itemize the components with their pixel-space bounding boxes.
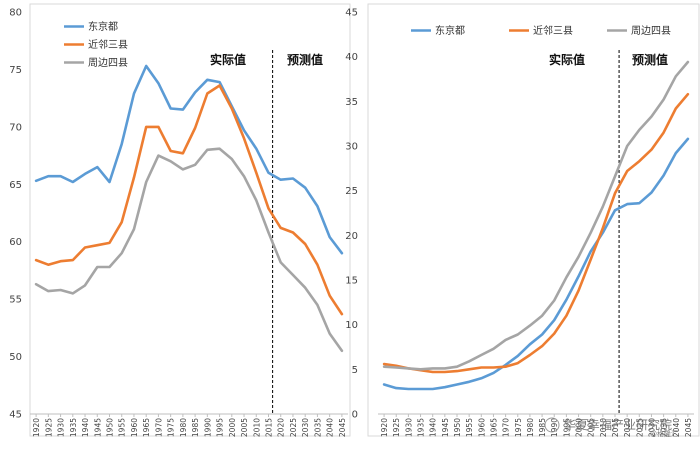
x-tick-label: 1960 [130,418,139,437]
x-tick-label: 2020 [623,418,632,437]
x-tick-label: 1920 [32,418,41,437]
y-tick-label: 0 [352,410,358,421]
y-tick-label: 5 [352,365,358,376]
x-tick-label: 2005 [587,418,596,437]
x-tick-label: 1970 [502,418,511,437]
x-tick-label: 2000 [575,418,584,437]
x-tick-label: 1975 [167,418,176,437]
x-tick-label: 1925 [392,418,401,437]
x-tick-label: 1955 [465,418,474,437]
x-tick-label: 2005 [240,418,249,437]
x-tick-label: 2045 [338,418,347,437]
x-tick-label: 2040 [326,418,335,437]
series-line-3 [34,147,344,353]
series-line-3 [382,60,690,371]
legend-label-3: 周边四县 [88,57,128,69]
x-tick-label: 1990 [550,418,559,437]
x-tick-label: 2020 [277,418,286,437]
watermark-text: 华夏幸福产业研究院 [564,417,672,432]
legend-label-3: 周边四县 [631,25,671,37]
wechat-icon [544,417,560,433]
x-tick-label: 2040 [672,418,681,437]
x-tick-label: 2035 [660,418,669,437]
series-line-1 [382,137,690,391]
x-tick-label: 1995 [216,418,225,437]
x-tick-label: 1940 [429,418,438,437]
x-tick-label: 2000 [228,418,237,437]
y-tick-label: 20 [345,231,358,242]
x-tick-label: 1940 [81,418,90,437]
x-tick-label: 2030 [301,418,310,437]
x-tick-label: 1980 [526,418,535,437]
x-tick-label: 1965 [142,418,151,437]
actual-label: 实际值 [549,52,585,67]
legend-label-2: 近邻三县 [88,38,128,51]
x-tick-label: 2010 [599,418,608,437]
y-tick-label: 75 [9,65,22,76]
chart-1: 45 50 55 60 65 70 75 80 1920 1925 1930 1935 1940 1945… [9,3,351,437]
x-tick-label: 2010 [252,418,261,437]
x-tick-label: 2025 [289,418,298,437]
y-tick-label: 45 [345,8,358,19]
x-tick-label: 1925 [44,418,53,437]
x-tick-label: 2035 [313,418,322,437]
x-tick-label: 1975 [514,418,523,437]
x-tick-label: 1995 [562,418,571,437]
actual-label: 实际值 [210,52,246,67]
x-tick-label: 1930 [57,418,66,437]
y-tick-label: 30 [345,142,358,153]
x-tick-label: 1960 [477,418,486,437]
legend-label-2: 近邻三县 [533,24,573,37]
y-tick-label: 55 [9,295,22,306]
x-tick-label: 1970 [154,418,163,437]
x-tick-label: 1945 [93,418,102,437]
x-tick-label: 1935 [417,418,426,437]
y-tick-label: 40 [345,52,358,63]
plot-frame [29,3,351,437]
series-line-2 [382,92,690,374]
series-line-2 [34,84,344,316]
y-tick-label: 35 [345,97,358,108]
y-tick-label: 50 [9,352,22,363]
x-tick-label: 1920 [380,418,389,437]
legend-label-1: 东京都 [435,24,465,37]
y-tick-label: 25 [345,186,358,197]
x-tick-label: 2030 [647,418,656,437]
plot-frame [367,3,700,437]
y-tick-label: 60 [9,237,22,248]
x-tick-label: 1990 [203,418,212,437]
x-tick-label: 2025 [635,418,644,437]
x-tick-label: 1950 [453,418,462,437]
x-tick-label: 2045 [684,418,693,437]
x-tick-label: 1945 [441,418,450,437]
x-tick-label: 1985 [191,418,200,437]
watermark-sub: @格隆汇 [650,429,678,438]
x-tick-label: 1980 [179,418,188,437]
x-tick-label: 1985 [538,418,547,437]
y-tick-label: 70 [9,122,22,133]
x-tick-label: 1955 [118,418,127,437]
series-line-1 [34,64,344,255]
y-tick-label: 80 [9,8,22,19]
x-tick-label: 1965 [489,418,498,437]
y-tick-label: 10 [345,320,358,331]
x-tick-label: 1950 [106,418,115,437]
y-tick-label: 45 [9,410,22,421]
legend-label-1: 东京都 [88,20,118,33]
forecast-label: 预测值 [632,52,668,67]
x-tick-label: 2015 [611,418,620,437]
x-tick-label: 1930 [404,418,413,437]
x-tick-label: 2015 [265,418,274,437]
y-tick-label: 65 [9,180,22,191]
y-tick-label: 15 [345,276,358,287]
x-tick-label: 1935 [69,418,78,437]
forecast-label: 预测值 [287,52,323,67]
